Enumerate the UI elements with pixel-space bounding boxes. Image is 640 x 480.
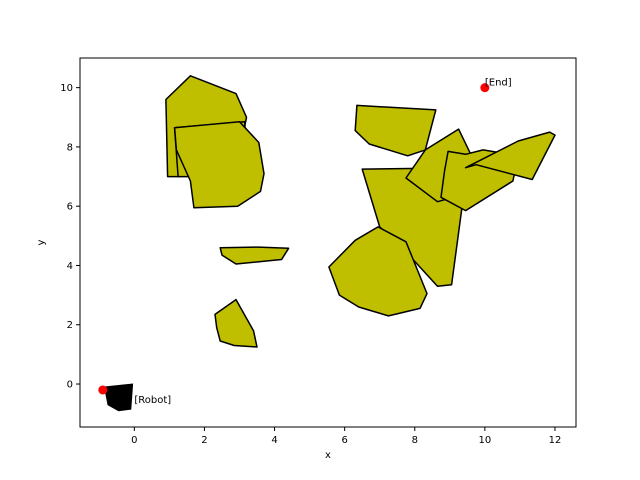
obstacle-polygon-11 [464, 131, 556, 181]
obstacle-polygon-3 [173, 120, 265, 209]
robot-layer [103, 383, 134, 412]
y-tick-label-1: 2 [67, 320, 73, 331]
y-tick-label-4: 8 [67, 142, 73, 153]
x-tick-label-0: 0 [131, 435, 137, 446]
obstacle-polygon-6 [354, 104, 437, 157]
robot-shape [103, 383, 134, 412]
obstacles-layer [165, 75, 556, 348]
x-tick-label-4: 8 [412, 435, 418, 446]
x-tick-label-1: 2 [201, 435, 207, 446]
plot-frame [79, 57, 577, 428]
y-tick-label-2: 4 [67, 261, 73, 272]
obstacle-polygon-4 [219, 246, 290, 265]
point-marker-1 [98, 385, 108, 395]
x-axis-ticks: 0 2 4 6 8 10 12 [131, 427, 561, 446]
y-tick-label-3: 6 [67, 202, 73, 213]
obstacle-polygon-5 [214, 298, 258, 348]
x-axis-label: x [325, 450, 331, 461]
y-tick-label-0: 0 [67, 380, 73, 391]
annotations-layer: [Robot] [End] [134, 78, 511, 406]
point-label-1: [Robot] [134, 395, 171, 406]
x-tick-label-5: 10 [478, 435, 491, 446]
points-layer [98, 83, 490, 395]
point-label-2: [End] [485, 78, 512, 89]
point-marker-2 [480, 83, 490, 93]
y-axis-ticks: 0 2 4 6 8 10 [60, 83, 80, 391]
x-tick-label-3: 6 [341, 435, 347, 446]
x-tick-label-2: 4 [271, 435, 277, 446]
y-axis-label: y [36, 239, 47, 245]
x-tick-label-6: 12 [549, 435, 562, 446]
y-tick-label-5: 10 [60, 83, 73, 94]
obstacle-polygon-8 [328, 226, 428, 317]
